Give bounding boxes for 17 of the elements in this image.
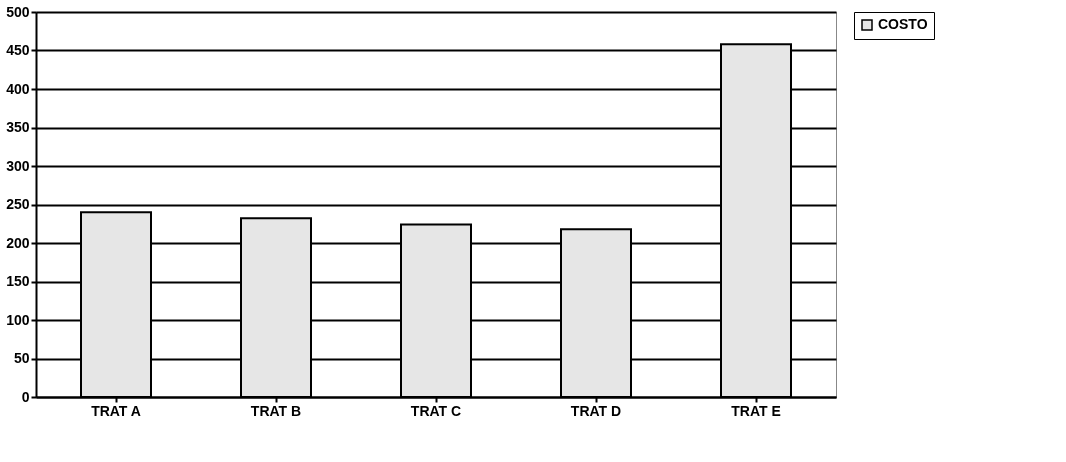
- y-tick-label: 350: [6, 119, 30, 135]
- y-tick-label: 100: [6, 311, 30, 328]
- x-tick-label: TRAT E: [731, 402, 781, 419]
- y-tick-label: 450: [6, 42, 30, 58]
- legend-label: COSTO: [878, 16, 928, 32]
- y-tick-label: 500: [6, 3, 30, 20]
- y-tick-label: 300: [6, 157, 30, 174]
- y-tick-label: 400: [6, 80, 30, 97]
- y-tick-label: 200: [6, 234, 30, 251]
- x-tick-label: TRAT D: [570, 402, 622, 419]
- x-tick-label: TRAT C: [410, 402, 462, 419]
- y-tick-label: 50: [13, 350, 30, 366]
- x-tick-label: TRAT A: [91, 402, 141, 419]
- y-tick-label: 150: [6, 273, 30, 289]
- x-tick-label: TRAT B: [250, 402, 302, 419]
- y-tick-label: 250: [6, 196, 30, 212]
- y-tick-label: 0: [21, 388, 30, 405]
